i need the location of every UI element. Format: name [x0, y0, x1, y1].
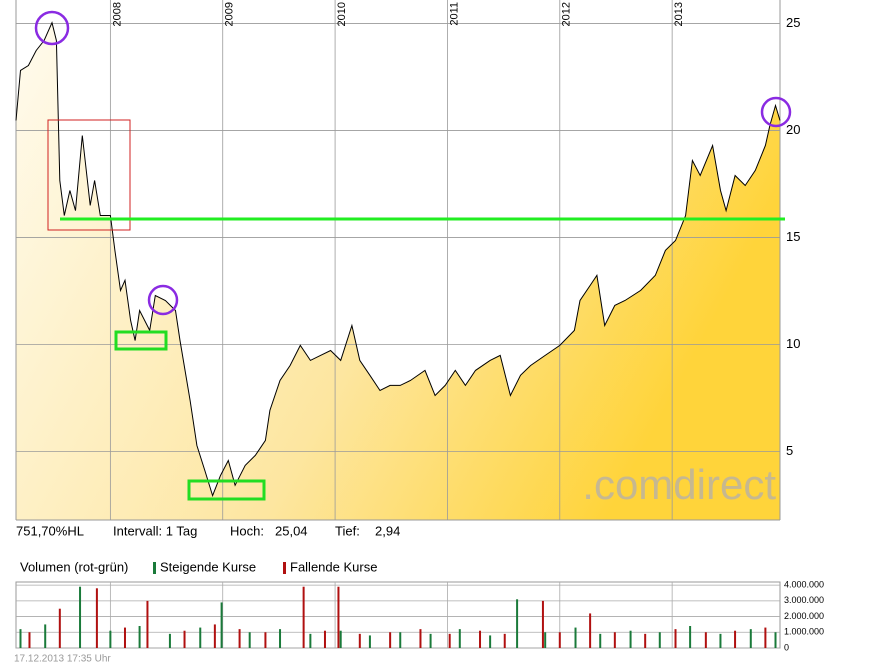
- volume-bar: [220, 602, 223, 648]
- legend-label: Fallende Kurse: [290, 559, 377, 574]
- volume-bar: [58, 608, 61, 648]
- volume-bar: [309, 633, 312, 648]
- high-label: Hoch:: [230, 523, 264, 538]
- volume-bar: [399, 632, 402, 648]
- y-tick-label: 15: [786, 229, 800, 244]
- legend-swatch: [283, 562, 286, 574]
- volume-bar: [419, 629, 422, 648]
- volume-bar: [541, 600, 544, 648]
- annotation-circle: [147, 284, 179, 316]
- performance: 751,70%HL: [16, 523, 84, 538]
- y-tick-label: 1.000.000: [784, 627, 824, 637]
- volume-bar: [339, 630, 342, 648]
- y-tick-label: 25: [786, 15, 800, 30]
- volume-bar: [199, 627, 202, 648]
- x-tick-label: 2011: [448, 2, 460, 26]
- volume-bar: [19, 629, 22, 648]
- watermark: .comdirect: [582, 461, 776, 508]
- volume-bar: [479, 630, 482, 648]
- volume-bar: [264, 632, 267, 648]
- volume-bar: [109, 630, 112, 648]
- volume-bar: [613, 632, 616, 648]
- low-value: 2,94: [375, 523, 400, 538]
- volume-bar: [689, 626, 692, 648]
- y-tick-label: 4.000.000: [784, 580, 824, 590]
- volume-bar: [238, 629, 241, 648]
- volume-bar: [146, 600, 149, 648]
- low-label: Tief:: [335, 523, 360, 538]
- volume-bar: [764, 627, 767, 648]
- volume-bar: [248, 632, 251, 648]
- volume-bar: [448, 633, 451, 648]
- volume-bar: [44, 624, 47, 648]
- price-line: [15, 21, 781, 498]
- volume-bar: [544, 632, 547, 648]
- volume-bar: [503, 633, 506, 648]
- annotations: [34, 10, 792, 501]
- price-panel: 5 10 15 20 25 2008 2009 2010 2011 2012 2013 .comdir…: [15, 0, 800, 521]
- volume-bar: [429, 633, 432, 648]
- volume-frame: [15, 581, 781, 649]
- volume-bar: [337, 586, 340, 648]
- y-tick-label: 2.000.000: [784, 611, 824, 621]
- annotation-circle: [34, 10, 70, 46]
- x-tick-label: 2013: [673, 2, 685, 26]
- volume-bar: [458, 629, 461, 648]
- volume-bar: [302, 586, 305, 648]
- x-tick-label: 2012: [561, 2, 573, 26]
- x-tick-label: 2010: [336, 2, 348, 26]
- volume-bar: [599, 633, 602, 648]
- volume-bar: [658, 632, 661, 648]
- annotation-box: [187, 479, 266, 501]
- volume-bar: [558, 632, 561, 648]
- volume-bar: [168, 633, 171, 648]
- x-tick-label: 2009: [224, 2, 236, 26]
- volume-bar: [629, 630, 632, 648]
- volume-bar: [123, 627, 126, 648]
- volume-bar: [704, 632, 707, 648]
- volume-bar: [138, 626, 141, 648]
- volume-bar: [323, 630, 326, 648]
- timestamp: 17.12.2013 17:35 Uhr: [14, 654, 111, 665]
- annotation-box: [47, 119, 131, 231]
- y-tick-label: 20: [786, 122, 800, 137]
- y-tick-label: 3.000.000: [784, 595, 824, 605]
- volume-bar: [516, 599, 519, 648]
- x-tick-label: 2008: [111, 2, 123, 26]
- interval: Intervall: 1 Tag: [113, 523, 197, 538]
- volume-bar: [389, 632, 392, 648]
- volume-bar: [368, 635, 371, 648]
- volume-bar: [674, 629, 677, 648]
- legend-label: Steigende Kurse: [160, 559, 256, 574]
- volume-bar: [213, 624, 216, 648]
- volume-bar: [28, 632, 31, 648]
- volume-bar: [719, 633, 722, 648]
- volume-bar: [734, 630, 737, 648]
- annotation-circle: [760, 96, 792, 128]
- volume-bar: [79, 586, 82, 648]
- price-area: [16, 22, 780, 520]
- volume-bar: [574, 627, 577, 648]
- volume-bar: [358, 633, 361, 648]
- volume-bar: [95, 588, 98, 648]
- volume-bar: [183, 630, 186, 648]
- volume-bar: [644, 633, 647, 648]
- y-tick-label: 5: [786, 443, 793, 458]
- legend-swatch: [153, 562, 156, 574]
- volume-bar: [749, 629, 752, 648]
- volume-title: Volumen (rot-grün): [20, 559, 128, 574]
- volume-bar: [489, 635, 492, 648]
- high-value: 25,04: [275, 523, 308, 538]
- y-tick-label: 0: [784, 642, 789, 652]
- y-tick-label: 10: [786, 336, 800, 351]
- annotation-box: [114, 330, 168, 351]
- volume-bar: [774, 632, 777, 648]
- volume-bar: [279, 629, 282, 648]
- volume-bar: [589, 613, 592, 648]
